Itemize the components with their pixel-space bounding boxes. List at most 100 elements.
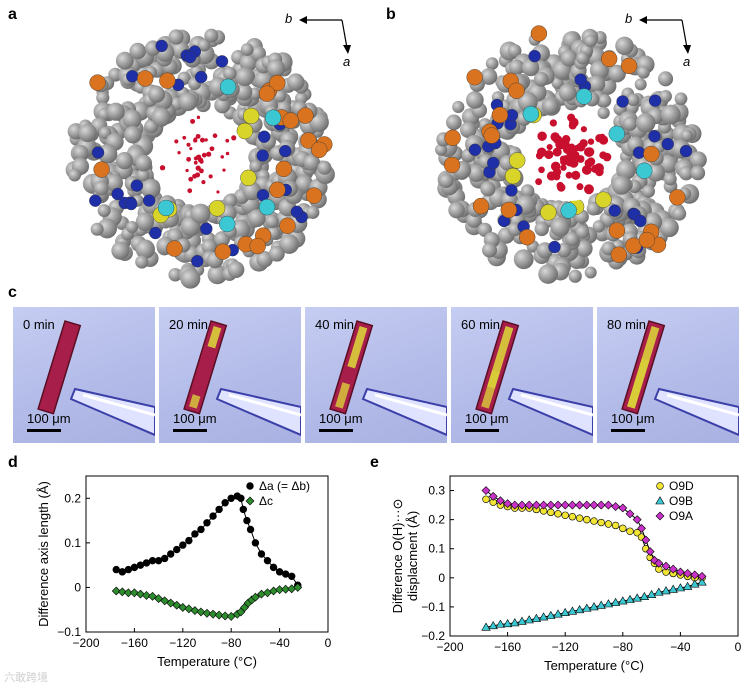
data-point [668,564,678,574]
data-point [185,536,193,545]
data-point [632,515,642,525]
crystal-frame: 80 min 100 μm [597,307,739,443]
data-point [517,616,527,625]
legend-marker [246,482,254,490]
frame-time-label: 80 min [607,317,647,332]
data-point [596,600,606,609]
data-point [603,599,614,608]
x-tick-label: 0 [325,636,332,650]
y-tick-label: −0.2 [421,629,445,643]
data-point [697,577,707,586]
x-tick-label: −80 [221,636,242,650]
panel-b-axes: b a [625,8,700,70]
x-tick-label: −160 [494,640,521,654]
data-point [589,602,599,611]
crystal-frame: 40 min 100 μm [305,307,447,443]
data-point [625,509,635,519]
frame-time-label: 40 min [315,317,355,332]
x-tick-label: −160 [121,636,148,650]
data-point [633,529,641,537]
data-point [611,502,621,511]
data-point [251,539,260,547]
y-tick-label: 0.2 [64,491,81,505]
panel-d-chart: −200 −160 −120 −80 −40 0 −0.1 0 0.1 0.2 Temperatur… [36,475,332,669]
data-point [495,619,506,628]
y-tick-label: 0.1 [428,542,445,556]
data-point [574,605,585,614]
data-point [661,561,671,571]
data-point [214,610,224,620]
data-point [481,486,491,495]
crystal-image [475,320,593,437]
data-point [160,554,169,563]
data-point [202,608,212,618]
data-point [215,505,223,514]
cage-atoms [65,28,335,289]
data-point [142,591,151,600]
data-point [111,586,121,596]
data-point [239,505,248,514]
data-point [561,511,569,519]
data-point [191,530,199,538]
data-point [538,612,549,621]
data-point [626,527,634,535]
y-tick-label: 0.2 [428,513,445,527]
panel-b-structure [435,25,707,284]
data-point [611,521,620,530]
data-point [250,592,260,602]
legend-marker [655,511,665,521]
y-axis-label: Difference O(H)···⊙ [390,499,405,614]
data-point [567,606,578,615]
panel-c-letter: c [8,284,17,301]
data-point [117,587,127,597]
data-point [637,523,646,533]
x-tick-label: −200 [72,636,99,650]
data-point [123,588,133,598]
data-point [547,508,555,517]
water-molecules [535,113,612,195]
data-point [560,500,570,510]
legend-label: O9D [669,479,694,493]
data-point [269,563,278,572]
data-point [129,588,139,598]
panel-e-letter: e [370,454,379,471]
data-point [661,586,671,595]
data-point [583,515,591,524]
data-point [539,500,549,510]
scale-bar [611,429,645,432]
data-point [683,569,693,578]
scale-bar-label: 100 μm [173,411,217,426]
crystal-frame: 20 min 100 μm [159,307,301,443]
y-tick-label: 0 [74,580,81,594]
x-tick-label: −80 [613,640,634,654]
data-point [481,622,491,631]
panel-a-letter: a [8,6,17,23]
data-point [654,558,664,568]
watermark-text: 六敢跨境 [4,672,48,684]
x-tick-label: −40 [670,640,691,654]
y-tick-label: 0.1 [64,536,81,550]
data-point [531,500,541,510]
data-point [220,611,230,621]
plot-frame [449,475,739,637]
data-point [488,621,498,630]
axis-arrows-icon [639,16,691,54]
crystal-image [183,320,301,437]
crystal-frame: 0 min 100 μm [13,307,155,443]
data-point [531,613,542,622]
cage-atoms [435,25,707,284]
data-point [590,517,598,525]
data-point [582,500,592,510]
data-point [190,606,200,616]
data-point [603,500,613,510]
water-molecules [159,115,237,194]
frame-time-label: 0 min [23,317,55,332]
data-point [136,589,145,599]
data-point [575,500,585,510]
data-point [697,571,707,581]
crystal-image [621,320,739,437]
data-point [488,491,498,501]
data-point [257,550,266,558]
data-point [208,609,218,619]
x-tick-label: −200 [436,640,463,654]
